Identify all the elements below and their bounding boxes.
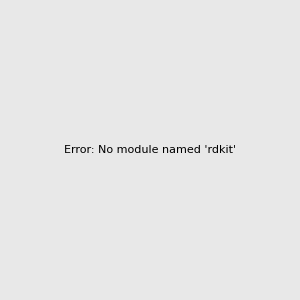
Text: Error: No module named 'rdkit': Error: No module named 'rdkit' (64, 145, 236, 155)
